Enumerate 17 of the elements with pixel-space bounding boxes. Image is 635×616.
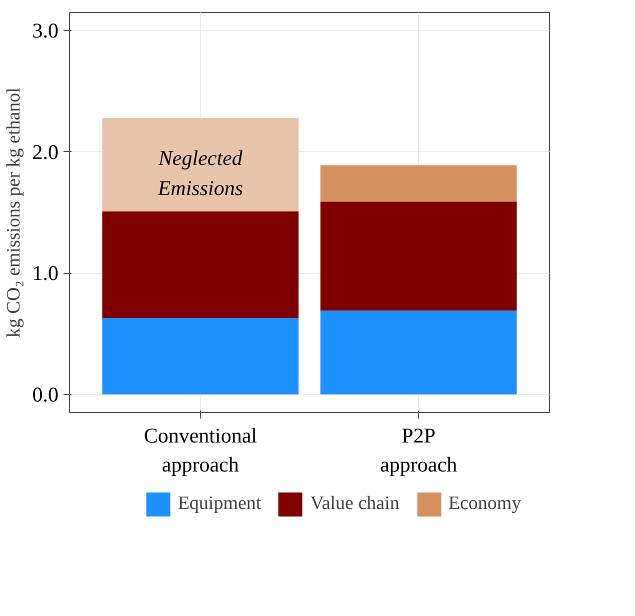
y-axis-title: kg CO₂ emissions per kg ethanol xyxy=(3,88,24,338)
bar xyxy=(102,318,299,394)
legend-label: Value chain xyxy=(310,493,400,515)
y-tick-label: 1.0 xyxy=(32,261,58,286)
bar xyxy=(102,118,299,212)
bar xyxy=(320,202,517,311)
legend-label: Economy xyxy=(448,493,522,515)
x-tick-label: Conventional approach xyxy=(144,424,258,476)
legend-label: Equipment xyxy=(178,493,262,515)
y-tick-label: 3.0 xyxy=(32,18,58,43)
bar xyxy=(320,165,517,202)
y-tick-label: 0.0 xyxy=(32,382,58,406)
bar xyxy=(102,211,299,318)
x-tick-label: P2P approach xyxy=(380,424,458,476)
annotation: Neglected Emissions xyxy=(156,146,244,200)
bar xyxy=(320,310,517,394)
y-tick-label: 2.0 xyxy=(32,140,58,164)
